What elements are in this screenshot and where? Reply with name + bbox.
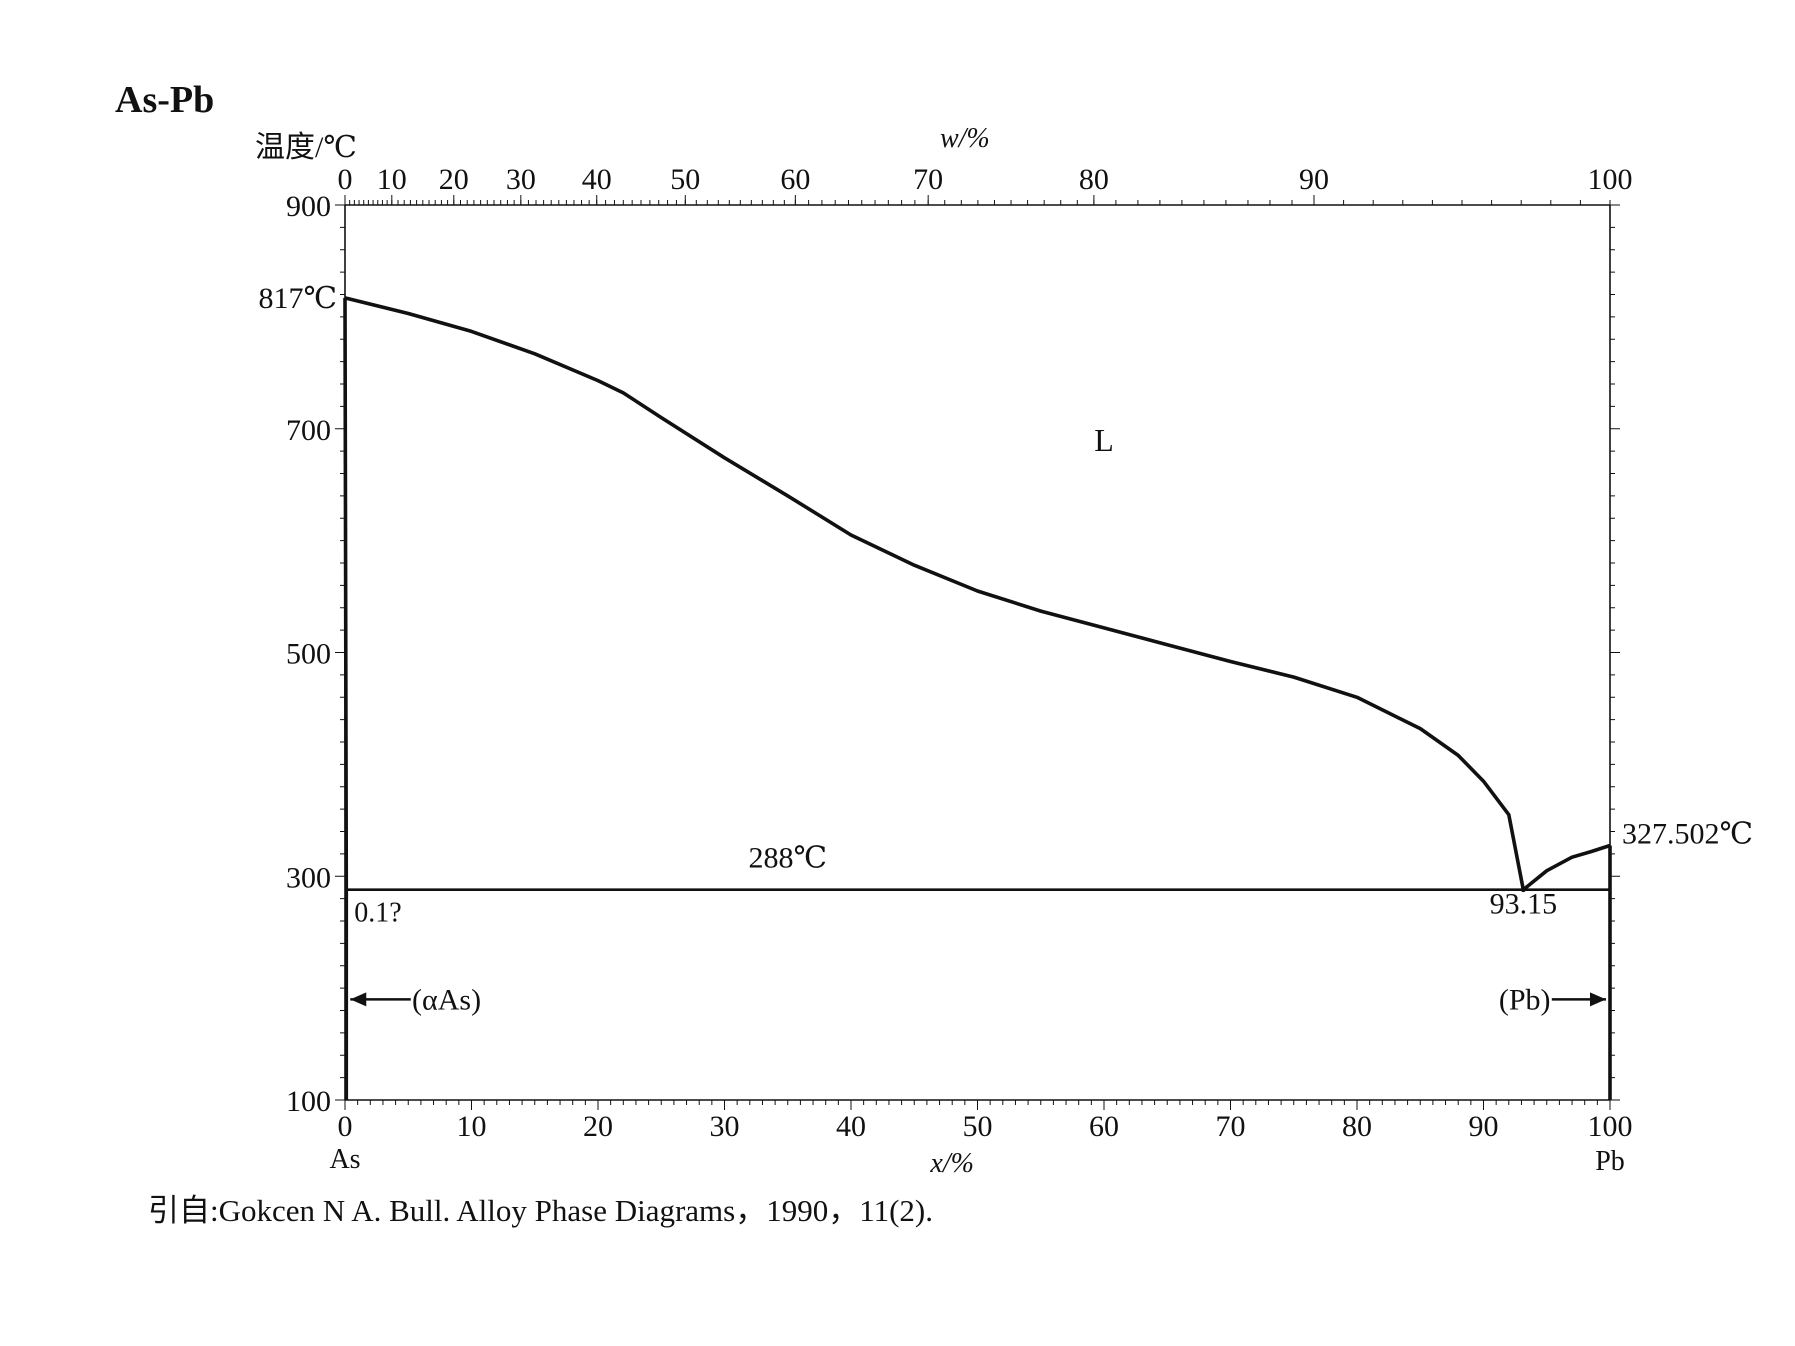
- y-axis-label: 温度/℃: [255, 131, 357, 164]
- x2-tick-label: 10: [377, 163, 407, 196]
- x-axis-label: x/%: [929, 1148, 974, 1179]
- x-tick-label: 20: [583, 1110, 613, 1143]
- x-tick-label: 70: [1216, 1110, 1246, 1143]
- x-tick-label: 30: [710, 1110, 740, 1143]
- x2-tick-label: 100: [1588, 163, 1633, 196]
- x2-tick-label: 50: [670, 163, 700, 196]
- y-tick-label: 700: [286, 414, 331, 447]
- series-liquidus: [344, 296, 1526, 891]
- x2-tick-label: 90: [1299, 163, 1329, 196]
- x-end-label-right: Pb: [1595, 1146, 1625, 1177]
- x-tick-label: 100: [1588, 1110, 1633, 1143]
- annotation-alpha-as: (αAs): [412, 983, 481, 1016]
- x-tick-label: 60: [1089, 1110, 1119, 1143]
- x2-tick-label: 70: [913, 163, 943, 196]
- x2-tick-label: 0: [338, 163, 353, 196]
- y-tick-label: 900: [286, 190, 331, 223]
- x-tick-label: 10: [457, 1110, 487, 1143]
- arrowhead-alpha-as: [350, 992, 367, 1007]
- y-tick-label: 300: [286, 861, 331, 894]
- eutectic-point: [1520, 887, 1526, 893]
- annotation-93-15: 93.15: [1490, 888, 1558, 921]
- y-tick-label: 100: [286, 1085, 331, 1118]
- x2-tick-label: 30: [506, 163, 536, 196]
- x2-tick-label: 20: [439, 163, 469, 196]
- x2-tick-label: 60: [780, 163, 810, 196]
- annotation-288: 288℃: [748, 842, 827, 875]
- x-tick-label: 50: [963, 1110, 993, 1143]
- x-tick-label: 0: [338, 1110, 353, 1143]
- annotation-L: L: [1094, 422, 1114, 458]
- series-solidus-As: [343, 297, 349, 1100]
- chart-title: As-Pb: [115, 79, 215, 121]
- annotation-817: 817℃: [258, 282, 337, 315]
- annotation-pb: (Pb): [1499, 983, 1551, 1016]
- x-end-label-left: As: [329, 1144, 360, 1175]
- series-liquidus-Pb: [1522, 843, 1611, 892]
- x-tick-label: 80: [1342, 1110, 1372, 1143]
- annotation-0-1: 0.1?: [354, 898, 401, 929]
- citation: 引自:Gokcen N A. Bull. Alloy Phase Diagram…: [148, 1193, 933, 1228]
- x-tick-label: 90: [1469, 1110, 1499, 1143]
- arrowhead-pb: [1590, 992, 1606, 1007]
- x2-tick-label: 80: [1079, 163, 1109, 196]
- x2-tick-label: 40: [582, 163, 612, 196]
- annotation-327: 327.502℃: [1622, 817, 1753, 850]
- x-tick-label: 40: [836, 1110, 866, 1143]
- x2-axis-label: w/%: [940, 123, 990, 154]
- y-tick-label: 500: [286, 638, 331, 671]
